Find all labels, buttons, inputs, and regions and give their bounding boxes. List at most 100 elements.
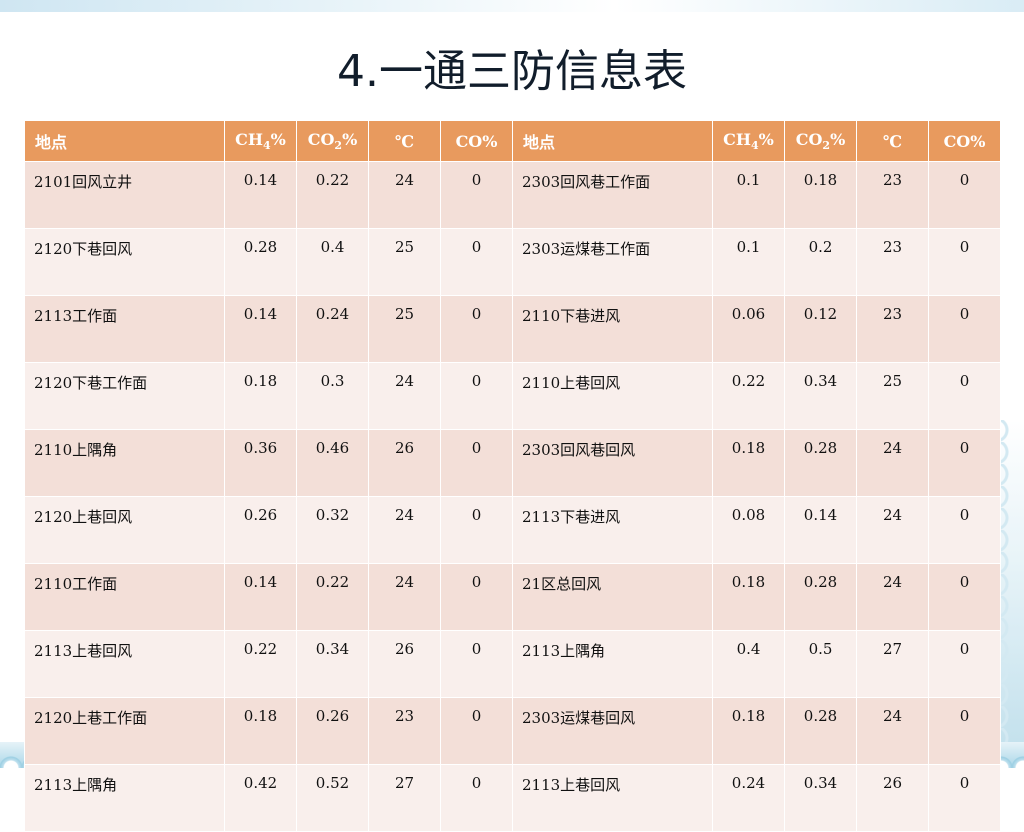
cell-temp-right: 25	[856, 362, 929, 430]
header-temp: ℃	[856, 120, 929, 162]
cell-ch4-left: 0.14	[224, 295, 297, 363]
cell-place-right: 2113下巷进风	[512, 496, 713, 564]
cell-co-right: 0	[928, 764, 1001, 832]
header-co2-sub: 2	[822, 139, 831, 153]
table-body: 2101回风立井 0.14 0.22 24 0 2303回风巷工作面 0.1 0.18 23 0 2…	[24, 161, 1001, 832]
cell-co2-left: 0.3	[296, 362, 369, 430]
header-ch4-sub: 4	[263, 139, 271, 153]
header-co: CO%	[440, 120, 513, 162]
header-ch4: CH4%	[712, 120, 785, 162]
cell-co2-left: 0.52	[296, 764, 369, 832]
cell-place-right: 2110下巷进风	[512, 295, 713, 363]
cell-co-right: 0	[928, 161, 1001, 229]
cell-co2-left: 0.24	[296, 295, 369, 363]
cell-co2-left: 0.26	[296, 697, 369, 765]
cell-co-left: 0	[440, 697, 513, 765]
table-row: 2110工作面 0.14 0.22 24 0 21区总回风 0.18 0.28 24 0	[24, 563, 1001, 631]
header-co2: CO2%	[296, 120, 369, 162]
header-place: 地点	[24, 120, 225, 162]
header-ch4-percent: %	[270, 129, 286, 149]
cell-co-right: 0	[928, 362, 1001, 430]
cell-temp-right: 23	[856, 295, 929, 363]
cell-place-right: 21区总回风	[512, 563, 713, 631]
cell-place-left: 2110工作面	[24, 563, 225, 631]
cell-place-right: 2303回风巷回风	[512, 429, 713, 497]
cell-co-left: 0	[440, 563, 513, 631]
cell-ch4-right: 0.24	[712, 764, 785, 832]
cell-co-right: 0	[928, 496, 1001, 564]
header-ch4-percent: %	[758, 129, 774, 149]
cell-place-left: 2113工作面	[24, 295, 225, 363]
cell-temp-right: 26	[856, 764, 929, 832]
cell-place-left: 2120下巷回风	[24, 228, 225, 296]
table-row: 2113上隅角 0.42 0.52 27 0 2113上巷回风 0.24 0.34 26 0	[24, 764, 1001, 832]
cell-ch4-left: 0.36	[224, 429, 297, 497]
cell-ch4-left: 0.18	[224, 362, 297, 430]
cell-temp-right: 23	[856, 161, 929, 229]
cell-ch4-right: 0.4	[712, 630, 785, 698]
info-table: 地点 CH4% CO2% ℃ CO% 地点 CH4% CO2% ℃ CO% 21…	[24, 120, 1001, 832]
cell-ch4-left: 0.28	[224, 228, 297, 296]
cell-temp-left: 25	[368, 228, 441, 296]
cell-co2-right: 0.2	[784, 228, 857, 296]
cell-co-right: 0	[928, 228, 1001, 296]
cell-co2-right: 0.28	[784, 563, 857, 631]
cell-place-left: 2113上隅角	[24, 764, 225, 832]
cell-ch4-left: 0.18	[224, 697, 297, 765]
cell-ch4-left: 0.26	[224, 496, 297, 564]
cell-temp-right: 27	[856, 630, 929, 698]
table-row: 2120上巷工作面 0.18 0.26 23 0 2303运煤巷回风 0.18 0.28 24 0	[24, 697, 1001, 765]
cell-place-left: 2120上巷回风	[24, 496, 225, 564]
cell-co-right: 0	[928, 697, 1001, 765]
cell-place-left: 2120下巷工作面	[24, 362, 225, 430]
table-row: 2110上隅角 0.36 0.46 26 0 2303回风巷回风 0.18 0.28 24 0	[24, 429, 1001, 497]
table-row: 2101回风立井 0.14 0.22 24 0 2303回风巷工作面 0.1 0.18 23 0	[24, 161, 1001, 229]
cell-co-left: 0	[440, 630, 513, 698]
cell-place-left: 2120上巷工作面	[24, 697, 225, 765]
header-co2: CO2%	[784, 120, 857, 162]
header-co2-percent: %	[830, 129, 846, 149]
cell-place-right: 2303运煤巷工作面	[512, 228, 713, 296]
cell-co2-right: 0.34	[784, 362, 857, 430]
cell-ch4-right: 0.18	[712, 563, 785, 631]
cell-ch4-left: 0.42	[224, 764, 297, 832]
header-place: 地点	[512, 120, 713, 162]
cell-temp-left: 23	[368, 697, 441, 765]
cell-co-left: 0	[440, 764, 513, 832]
cell-place-right: 2110上巷回风	[512, 362, 713, 430]
cell-co2-left: 0.22	[296, 161, 369, 229]
cell-temp-left: 24	[368, 362, 441, 430]
cell-co2-right: 0.28	[784, 697, 857, 765]
cell-place-right: 2303运煤巷回风	[512, 697, 713, 765]
table-header-row: 地点 CH4% CO2% ℃ CO% 地点 CH4% CO2% ℃ CO%	[24, 120, 1001, 162]
cell-temp-left: 24	[368, 496, 441, 564]
cell-co2-right: 0.14	[784, 496, 857, 564]
cell-co-left: 0	[440, 362, 513, 430]
cell-co-left: 0	[440, 496, 513, 564]
header-temp: ℃	[368, 120, 441, 162]
cell-ch4-left: 0.14	[224, 161, 297, 229]
cell-place-left: 2113上巷回风	[24, 630, 225, 698]
cell-temp-left: 26	[368, 429, 441, 497]
header-co: CO%	[928, 120, 1001, 162]
cell-temp-left: 26	[368, 630, 441, 698]
cell-co-right: 0	[928, 295, 1001, 363]
cell-ch4-right: 0.18	[712, 697, 785, 765]
cell-temp-right: 23	[856, 228, 929, 296]
cell-ch4-left: 0.22	[224, 630, 297, 698]
header-co2-sub: 2	[334, 139, 343, 153]
cell-temp-left: 25	[368, 295, 441, 363]
cell-place-right: 2113上巷回风	[512, 764, 713, 832]
cell-temp-right: 24	[856, 697, 929, 765]
cell-co2-right: 0.28	[784, 429, 857, 497]
cell-ch4-right: 0.18	[712, 429, 785, 497]
cell-co2-right: 0.12	[784, 295, 857, 363]
cell-place-right: 2113上隅角	[512, 630, 713, 698]
cell-temp-left: 24	[368, 161, 441, 229]
cell-co-left: 0	[440, 295, 513, 363]
cell-temp-right: 24	[856, 429, 929, 497]
cell-temp-right: 24	[856, 563, 929, 631]
cell-co2-right: 0.5	[784, 630, 857, 698]
top-decoration-band	[0, 0, 1024, 12]
cell-co-left: 0	[440, 161, 513, 229]
